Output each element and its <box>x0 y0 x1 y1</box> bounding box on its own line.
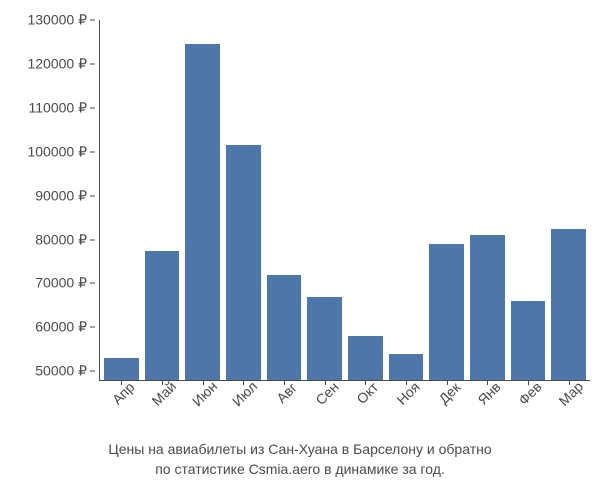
bar <box>389 354 424 380</box>
x-label-wrap: Май <box>145 384 180 434</box>
x-label-wrap: Мар <box>551 384 586 434</box>
x-label-wrap: Дек <box>429 384 464 434</box>
bar <box>551 229 586 380</box>
x-tick-label: Янв <box>475 379 504 408</box>
y-tick-mark <box>90 283 95 284</box>
caption-line-2: по статистике Csmia.aero в динамике за г… <box>0 460 600 480</box>
chart-caption: Цены на авиабилеты из Сан-Хуана в Барсел… <box>0 440 600 479</box>
y-tick-label: 50000 ₽ <box>35 363 87 380</box>
x-tick-label: Июн <box>189 378 220 409</box>
y-tick-mark <box>90 327 95 328</box>
y-tick-mark <box>90 20 95 21</box>
bar <box>470 235 505 380</box>
x-label-wrap: Сен <box>307 384 342 434</box>
y-tick-label: 80000 ₽ <box>35 231 87 248</box>
bar <box>145 251 180 381</box>
bar <box>511 301 546 380</box>
y-tick-mark <box>90 107 95 108</box>
bars-group <box>100 20 590 380</box>
bar <box>348 336 383 380</box>
y-tick-label: 110000 ₽ <box>29 99 87 116</box>
y-tick-label: 60000 ₽ <box>35 319 87 336</box>
bar <box>307 297 342 380</box>
caption-line-1: Цены на авиабилеты из Сан-Хуана в Барсел… <box>0 440 600 460</box>
plot-area <box>100 20 590 380</box>
x-label-wrap: Июл <box>226 384 261 434</box>
x-label-wrap: Ноя <box>389 384 424 434</box>
y-tick-mark <box>90 371 95 372</box>
price-chart: 50000 ₽ 60000 ₽ 70000 ₽ 80000 ₽ 90000 ₽ 10000… <box>0 0 600 500</box>
y-tick-mark <box>90 195 95 196</box>
x-tick-label: Сен <box>312 379 341 408</box>
x-label-wrap: Янв <box>470 384 505 434</box>
x-tick-label: Фев <box>515 379 545 409</box>
y-tick-label: 120000 ₽ <box>27 55 87 72</box>
bar <box>267 275 302 380</box>
x-tick-label: Июл <box>229 378 260 409</box>
x-tick-label: Авг <box>273 379 300 406</box>
bar <box>104 358 139 380</box>
x-label-wrap: Июн <box>185 384 220 434</box>
bar <box>185 44 220 380</box>
y-tick-mark <box>90 239 95 240</box>
y-tick-mark <box>90 151 95 152</box>
x-tick-label: Ноя <box>393 379 422 408</box>
x-tick-label: Апр <box>109 379 138 408</box>
y-tick-label: 90000 ₽ <box>35 187 87 204</box>
x-axis-line <box>99 380 590 381</box>
x-axis: АпрМайИюнИюлАвгСенОктНояДекЯнвФевМар <box>100 384 590 434</box>
y-tick-label: 130000 ₽ <box>27 12 87 29</box>
x-label-wrap: Авг <box>267 384 302 434</box>
x-label-wrap: Апр <box>104 384 139 434</box>
y-tick-label: 70000 ₽ <box>35 275 87 292</box>
bar <box>429 244 464 380</box>
x-tick-label: Май <box>148 378 179 409</box>
y-axis: 50000 ₽ 60000 ₽ 70000 ₽ 80000 ₽ 90000 ₽ 10000… <box>0 20 95 380</box>
x-label-wrap: Фев <box>511 384 546 434</box>
y-tick-label: 100000 ₽ <box>27 143 87 160</box>
x-tick-label: Мар <box>555 378 586 409</box>
y-tick-mark <box>90 63 95 64</box>
x-label-wrap: Окт <box>348 384 383 434</box>
x-tick-label: Окт <box>354 379 382 407</box>
x-tick-label: Дек <box>435 379 463 407</box>
bar <box>226 145 261 380</box>
